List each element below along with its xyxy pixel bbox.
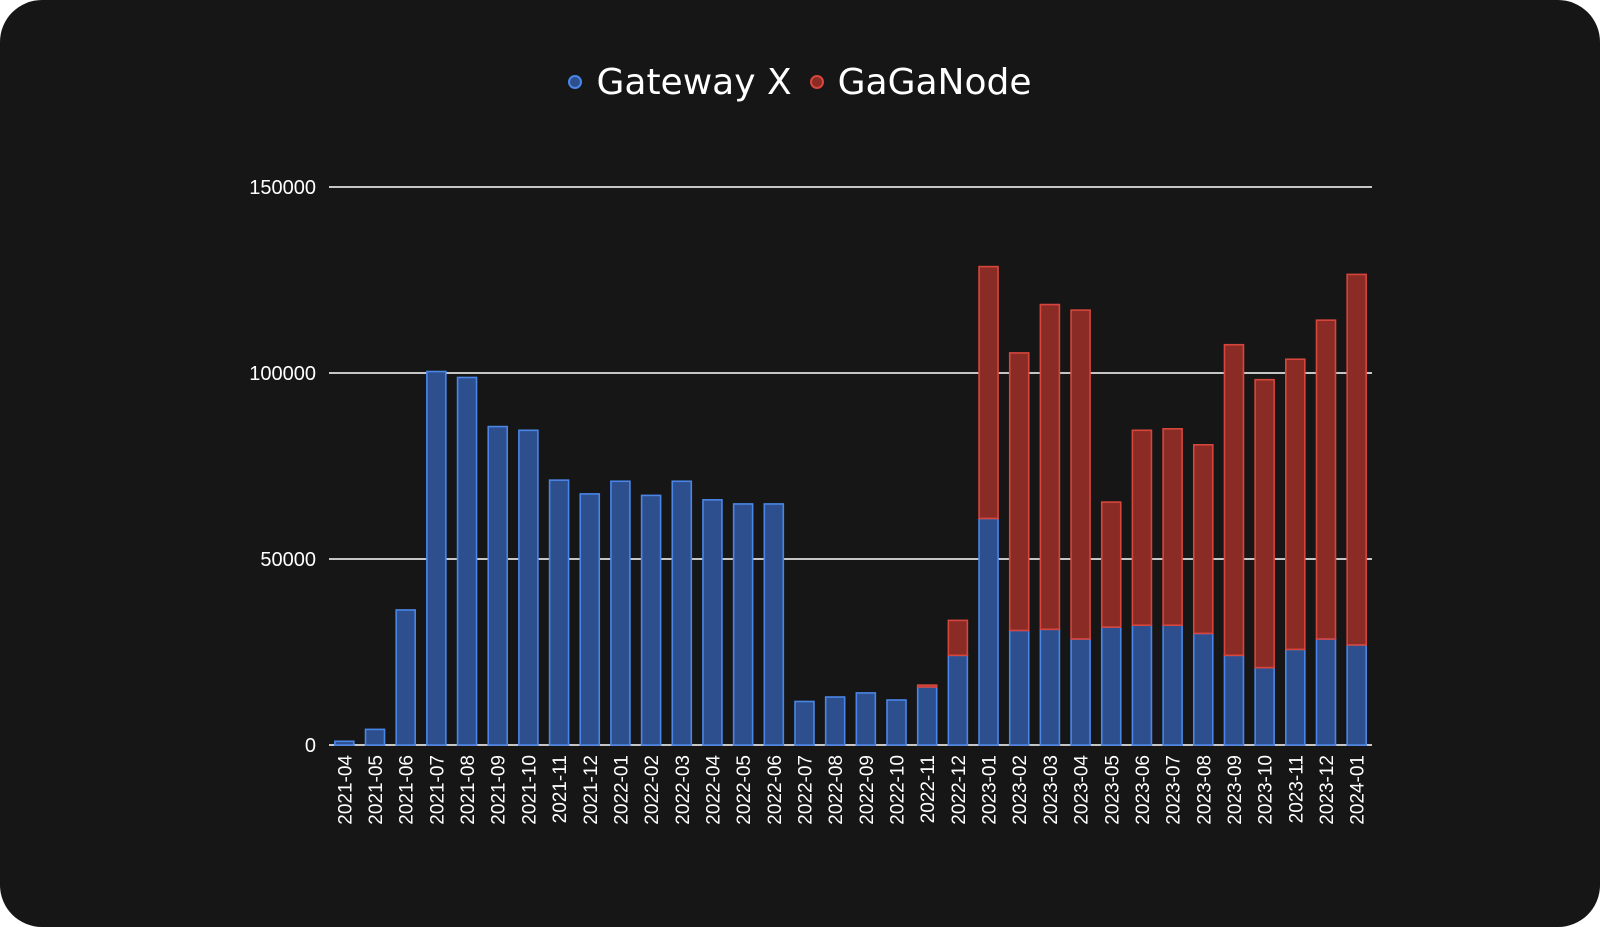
x-tick-label: 2023-10	[1256, 755, 1277, 825]
bar-gateway-x-2023-02	[1008, 629, 1030, 746]
x-tick-label: 2021-04	[335, 755, 356, 825]
bar-gaganode-2023-08	[1192, 443, 1214, 635]
x-tick-label: 2021-08	[458, 755, 479, 825]
x-tick-label: 2022-11	[918, 755, 939, 823]
x-tick-label: 2021-09	[489, 755, 510, 825]
x-tick-label: 2022-03	[673, 755, 694, 825]
x-tick-label: 2022-04	[703, 755, 724, 825]
bar-gateway-x-2022-09	[855, 692, 877, 746]
bar-gateway-x-2023-12	[1315, 638, 1337, 746]
x-tick-label: 2023-11	[1286, 755, 1307, 823]
bar-gateway-x-2021-06	[395, 609, 416, 746]
bar-gateway-x-2021-09	[487, 425, 509, 746]
bar-gaganode-2022-12	[947, 619, 969, 657]
y-tick-label: 150000	[249, 177, 316, 199]
bar-gateway-x-2023-07	[1162, 624, 1183, 746]
bar-gaganode-2023-07	[1162, 427, 1183, 627]
x-tick-label: 2023-04	[1072, 755, 1093, 825]
x-tick-label: 2022-10	[888, 755, 909, 825]
x-tick-label: 2023-12	[1317, 755, 1338, 825]
bar-gateway-x-2022-07	[794, 700, 815, 746]
bar-gaganode-2023-02	[1008, 352, 1030, 632]
bar-gateway-x-2023-08	[1192, 632, 1214, 746]
x-tick-label: 2022-05	[734, 755, 755, 825]
bar-gateway-x-2021-04	[334, 740, 355, 746]
bar-gateway-x-2023-11	[1285, 648, 1306, 746]
bar-gaganode-2023-03	[1039, 303, 1061, 631]
bar-gaganode-2023-05	[1100, 501, 1122, 628]
bar-gaganode-2023-12	[1315, 319, 1337, 640]
x-tick-label: 2021-11	[550, 755, 571, 823]
bar-gateway-x-2023-06	[1131, 624, 1153, 746]
bar-gateway-x-2024-01	[1346, 644, 1367, 746]
bar-gateway-x-2022-05	[732, 503, 754, 746]
x-tick-label: 2023-06	[1133, 755, 1154, 825]
bar-gateway-x-2023-03	[1039, 628, 1061, 746]
bar-gateway-x-2022-02	[640, 494, 662, 746]
x-tick-label: 2022-09	[857, 755, 878, 825]
x-tick-label: 2021-12	[581, 755, 602, 825]
x-tick-label: 2023-03	[1041, 755, 1062, 825]
legend-item-gaganode[interactable]: GaGaNode	[809, 61, 1032, 103]
bar-gateway-x-2023-09	[1223, 654, 1245, 746]
x-tick-label: 2021-07	[427, 755, 448, 825]
chart-legend: Gateway X GaGaNode	[0, 56, 1600, 108]
x-tick-label: 2022-01	[611, 755, 632, 825]
bar-gateway-x-2021-08	[456, 376, 478, 746]
bar-gateway-x-2022-03	[671, 480, 693, 746]
x-tick-label: 2021-06	[397, 755, 418, 825]
bar-gateway-x-2021-05	[364, 728, 386, 746]
bar-gateway-x-2021-11	[548, 479, 570, 746]
bar-gateway-x-2022-04	[702, 499, 723, 746]
bar-gateway-x-2023-04	[1070, 638, 1091, 746]
bar-gaganode-2023-01	[978, 265, 999, 520]
bar-gaganode-2024-01	[1346, 273, 1367, 646]
y-tick-label: 0	[305, 735, 316, 757]
y-tick-label: 50000	[260, 549, 316, 571]
x-tick-label: 2022-07	[795, 755, 816, 825]
x-tick-label: 2023-05	[1102, 755, 1123, 825]
bar-gateway-x-2023-05	[1100, 626, 1122, 746]
x-tick-label: 2023-01	[980, 755, 1001, 825]
bar-gaganode-2022-11	[916, 684, 938, 688]
x-tick-label: 2021-05	[366, 755, 387, 825]
bar-gateway-x-2022-06	[763, 503, 785, 746]
legend-swatch-gateway-x	[568, 75, 583, 89]
bar-gaganode-2023-11	[1285, 358, 1306, 651]
bar-gaganode-2023-06	[1131, 429, 1153, 627]
legend-swatch-gaganode	[809, 75, 824, 89]
bar-gateway-x-2022-11	[916, 686, 938, 746]
x-tick-label: 2024-01	[1348, 755, 1369, 825]
bar-gateway-x-2022-10	[886, 699, 907, 746]
bar-gateway-x-2023-01	[978, 517, 999, 746]
x-tick-label: 2023-07	[1164, 755, 1185, 825]
x-tick-label: 2022-02	[642, 755, 663, 825]
x-tick-label: 2021-10	[519, 755, 540, 825]
bar-gateway-x-2021-12	[579, 493, 601, 746]
x-tick-label: 2022-06	[765, 755, 786, 825]
bar-gaganode-2023-10	[1254, 378, 1275, 669]
x-tick-label: 2023-08	[1194, 755, 1215, 825]
x-tick-label: 2023-02	[1010, 755, 1031, 825]
legend-label-gaganode: GaGaNode	[837, 61, 1032, 103]
bar-gateway-x-2022-08	[824, 696, 846, 746]
bar-gaganode-2023-04	[1070, 309, 1091, 640]
legend-item-gateway-x[interactable]: Gateway X	[568, 61, 792, 103]
bar-gateway-x-2022-01	[610, 480, 631, 746]
bar-gaganode-2023-09	[1223, 343, 1245, 657]
x-tick-label: 2022-08	[826, 755, 847, 825]
y-tick-label: 100000	[249, 363, 316, 385]
bar-gateway-x-2021-10	[518, 429, 539, 746]
bar-gateway-x-2023-10	[1254, 666, 1275, 746]
bar-gateway-x-2022-12	[947, 654, 969, 746]
bar-gateway-x-2021-07	[426, 370, 447, 746]
x-tick-label: 2023-09	[1225, 755, 1246, 825]
legend-label-gateway-x: Gateway X	[596, 61, 792, 103]
x-tick-label: 2022-12	[949, 755, 970, 825]
